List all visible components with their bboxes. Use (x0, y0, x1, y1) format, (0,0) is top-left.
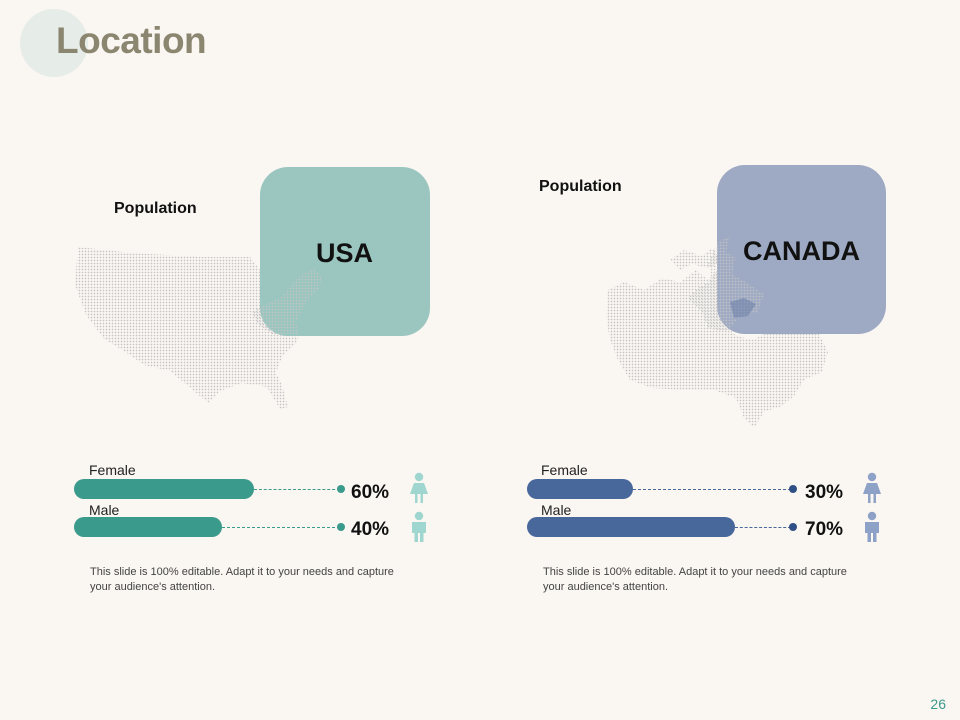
usa-female-dot (337, 485, 345, 493)
canada-female-bar (527, 479, 633, 499)
usa-female-percent: 60% (351, 482, 390, 503)
slide-title: Location (56, 20, 207, 61)
usa-female-label: Female (89, 462, 136, 478)
canada-female-percent: 30% (805, 482, 844, 503)
usa-map-northeast (252, 268, 322, 334)
usa-male-dot (337, 523, 345, 531)
usa-population-label: Population (114, 200, 197, 217)
usa-note: This slide is 100% editable. Adapt it to… (90, 566, 394, 593)
canada-female-leader (633, 489, 791, 490)
usa-map (75, 247, 302, 409)
title-decoration (20, 9, 88, 77)
female-icon (863, 472, 881, 503)
canada-country-label: CANADA (743, 236, 860, 266)
usa-male-bar (74, 517, 222, 537)
canada-male-percent: 70% (805, 519, 844, 540)
canada-population-label: Population (539, 178, 622, 195)
usa-female-leader (254, 489, 340, 490)
canada-female-label: Female (541, 462, 588, 478)
page-number: 26 (930, 696, 946, 712)
canada-male-label: Male (541, 502, 572, 518)
male-icon (865, 511, 879, 542)
canada-note: This slide is 100% editable. Adapt it to… (543, 566, 847, 593)
canada-female-dot (789, 485, 797, 493)
usa-male-leader (222, 527, 340, 528)
usa-country-label: USA (316, 238, 374, 268)
canada-male-dot (789, 523, 797, 531)
canada-map-arctic (688, 236, 764, 332)
male-icon (412, 511, 426, 542)
canada-male-leader (735, 527, 791, 528)
usa-male-label: Male (89, 502, 120, 518)
usa-female-bar (74, 479, 254, 499)
canada-male-bar (527, 517, 735, 537)
usa-male-percent: 40% (351, 519, 390, 540)
female-icon (410, 472, 428, 503)
